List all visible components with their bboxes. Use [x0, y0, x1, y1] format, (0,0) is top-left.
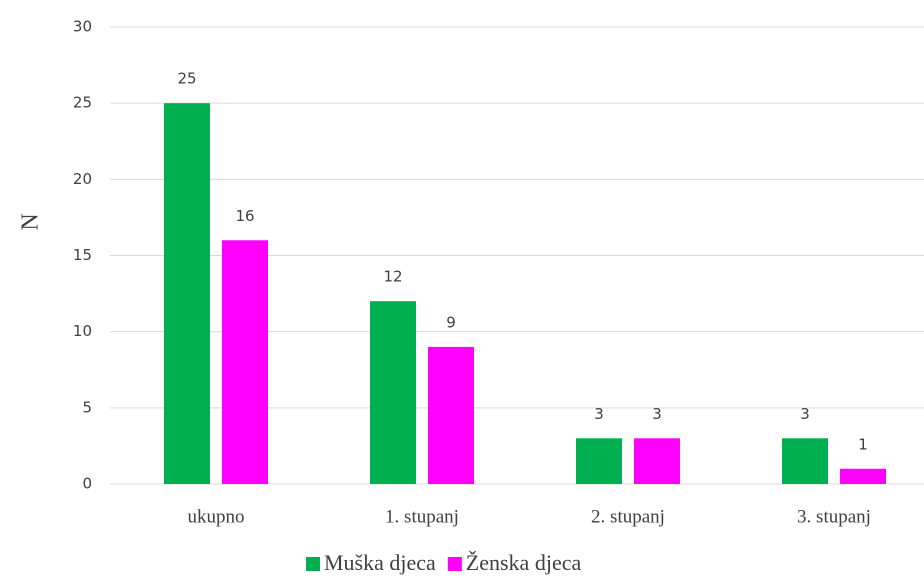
- data-label: 16: [235, 207, 254, 225]
- bar: [222, 240, 268, 484]
- bar: [576, 438, 622, 484]
- bar: [428, 346, 474, 484]
- y-tick-label: 15: [73, 246, 92, 264]
- x-tick-label: 2. stupanj: [591, 506, 665, 527]
- bar: [164, 103, 210, 485]
- x-tick-label: ukupno: [188, 506, 245, 527]
- bar: [370, 301, 416, 484]
- legend-label: Ženska djeca: [466, 550, 582, 575]
- data-label: 1: [858, 435, 868, 453]
- bar: [840, 468, 886, 484]
- x-tick-label: 3. stupanj: [797, 506, 871, 527]
- bar: [634, 438, 680, 484]
- bar: [782, 438, 828, 484]
- y-tick-label: 20: [73, 170, 92, 188]
- y-tick-label: 30: [73, 18, 92, 36]
- y-tick-label: 25: [73, 94, 92, 112]
- legend-swatch: [447, 557, 462, 571]
- legend-swatch: [306, 557, 320, 571]
- data-label: 3: [800, 405, 810, 423]
- data-label: 25: [177, 70, 196, 88]
- data-label: 3: [652, 405, 662, 423]
- data-label: 12: [383, 268, 402, 286]
- data-label: 3: [594, 405, 604, 423]
- legend-label: Muška djeca: [324, 550, 436, 575]
- x-tick-label: 1. stupanj: [385, 506, 459, 527]
- y-axis-label: N: [18, 213, 44, 230]
- y-tick-label: 5: [82, 398, 92, 416]
- y-tick-label: 10: [73, 322, 92, 340]
- data-label: 9: [446, 313, 456, 331]
- y-tick-label: 0: [82, 475, 92, 493]
